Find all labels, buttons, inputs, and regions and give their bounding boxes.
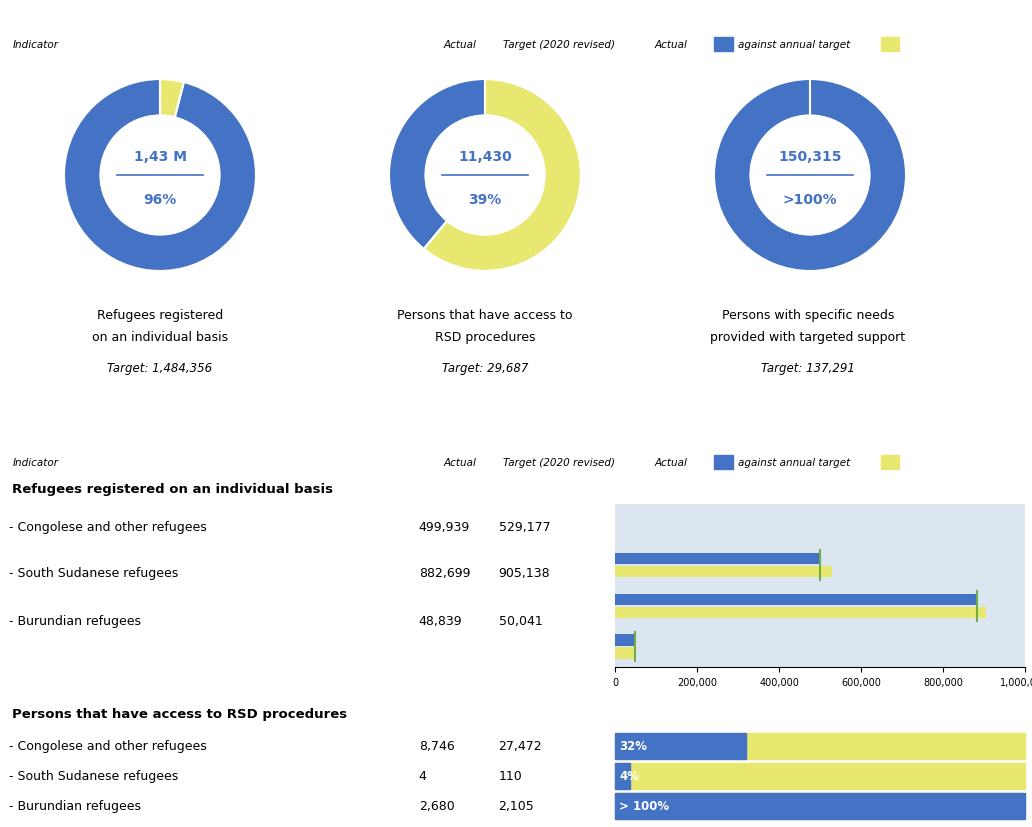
Text: Refugees registered: Refugees registered	[97, 308, 223, 322]
Text: 27,472: 27,472	[498, 739, 542, 753]
Bar	[615, 566, 832, 577]
Text: Target: 29,687: Target: 29,687	[442, 361, 528, 375]
Text: Persons that have access to RSD procedures: Persons that have access to RSD procedur…	[12, 708, 348, 720]
Bar	[615, 793, 1025, 819]
Text: Actual: Actual	[444, 457, 477, 467]
Text: 39%: 39%	[469, 193, 502, 207]
Text: Actual: Actual	[654, 40, 687, 50]
Text: on an individual basis: on an individual basis	[92, 331, 228, 344]
Bar	[714, 38, 733, 51]
Bar	[714, 456, 733, 469]
Text: Key indicators: Key indicators	[14, 9, 149, 27]
Text: RSD procedures: RSD procedures	[434, 331, 536, 344]
Bar	[615, 634, 635, 646]
Circle shape	[100, 117, 220, 235]
Circle shape	[750, 117, 870, 235]
Text: Target (2020 revised): Target (2020 revised)	[503, 40, 615, 50]
Bar	[881, 456, 900, 469]
Text: 48,839: 48,839	[419, 614, 462, 627]
Text: 11,430: 11,430	[458, 150, 512, 164]
Bar	[615, 763, 1025, 789]
Wedge shape	[714, 80, 906, 272]
Text: 110: 110	[498, 770, 522, 782]
Bar	[615, 553, 820, 565]
Bar	[615, 648, 636, 659]
Bar	[615, 734, 1025, 758]
Text: Actual: Actual	[654, 457, 687, 467]
Text: 1,43 M: 1,43 M	[133, 150, 187, 164]
Bar	[881, 38, 900, 51]
Text: 96%: 96%	[143, 193, 176, 207]
Text: - Burundian refugees: - Burundian refugees	[9, 614, 141, 627]
Text: 529,177: 529,177	[498, 520, 550, 533]
Text: 8,746: 8,746	[419, 739, 454, 753]
Text: Persons with specific needs: Persons with specific needs	[721, 308, 894, 322]
Text: 32%: 32%	[619, 739, 647, 753]
Wedge shape	[389, 80, 485, 250]
Text: 50,041: 50,041	[498, 614, 542, 627]
Circle shape	[425, 117, 545, 235]
Wedge shape	[64, 80, 256, 272]
Text: 882,699: 882,699	[419, 566, 471, 580]
Text: Persons that have access to: Persons that have access to	[397, 308, 573, 322]
Bar	[615, 793, 1025, 819]
Text: Actual: Actual	[444, 40, 477, 50]
Text: - Burundian refugees: - Burundian refugees	[9, 800, 141, 812]
Text: Indicator: Indicator	[12, 457, 58, 467]
Bar	[615, 763, 630, 789]
Text: >100%: >100%	[782, 193, 837, 207]
Text: Indicator: Indicator	[12, 40, 58, 50]
Wedge shape	[714, 80, 906, 272]
Text: Refugees registered on an individual basis: Refugees registered on an individual bas…	[12, 483, 333, 496]
Text: 499,939: 499,939	[419, 520, 471, 533]
Text: 150,315: 150,315	[778, 150, 842, 164]
Text: provided with targeted support: provided with targeted support	[710, 331, 905, 344]
Wedge shape	[64, 80, 256, 272]
Bar	[615, 734, 745, 758]
Text: against annual target: against annual target	[738, 457, 850, 467]
Text: Target: 137,291: Target: 137,291	[761, 361, 854, 375]
Bar	[615, 607, 987, 619]
Text: Objective: Access to asylum procedures, including reception, registration, and r: Objective: Access to asylum procedures, …	[14, 408, 673, 421]
Text: - South Sudanese refugees: - South Sudanese refugees	[9, 566, 179, 580]
Text: > 100%: > 100%	[619, 800, 669, 812]
Wedge shape	[389, 80, 581, 272]
Text: 905,138: 905,138	[498, 566, 550, 580]
Text: 2,680: 2,680	[419, 800, 454, 812]
Text: 4%: 4%	[619, 770, 639, 782]
Text: determination (RSD): determination (RSD)	[14, 430, 159, 443]
Text: - Congolese and other refugees: - Congolese and other refugees	[9, 520, 207, 533]
Text: Target (2020 revised): Target (2020 revised)	[503, 457, 615, 467]
Text: - South Sudanese refugees: - South Sudanese refugees	[9, 770, 179, 782]
Text: against annual target: against annual target	[738, 40, 850, 50]
Text: 2,105: 2,105	[498, 800, 535, 812]
Text: - Congolese and other refugees: - Congolese and other refugees	[9, 739, 207, 753]
Bar	[615, 594, 977, 605]
Text: Target: 1,484,356: Target: 1,484,356	[107, 361, 213, 375]
Text: 4: 4	[419, 770, 426, 782]
